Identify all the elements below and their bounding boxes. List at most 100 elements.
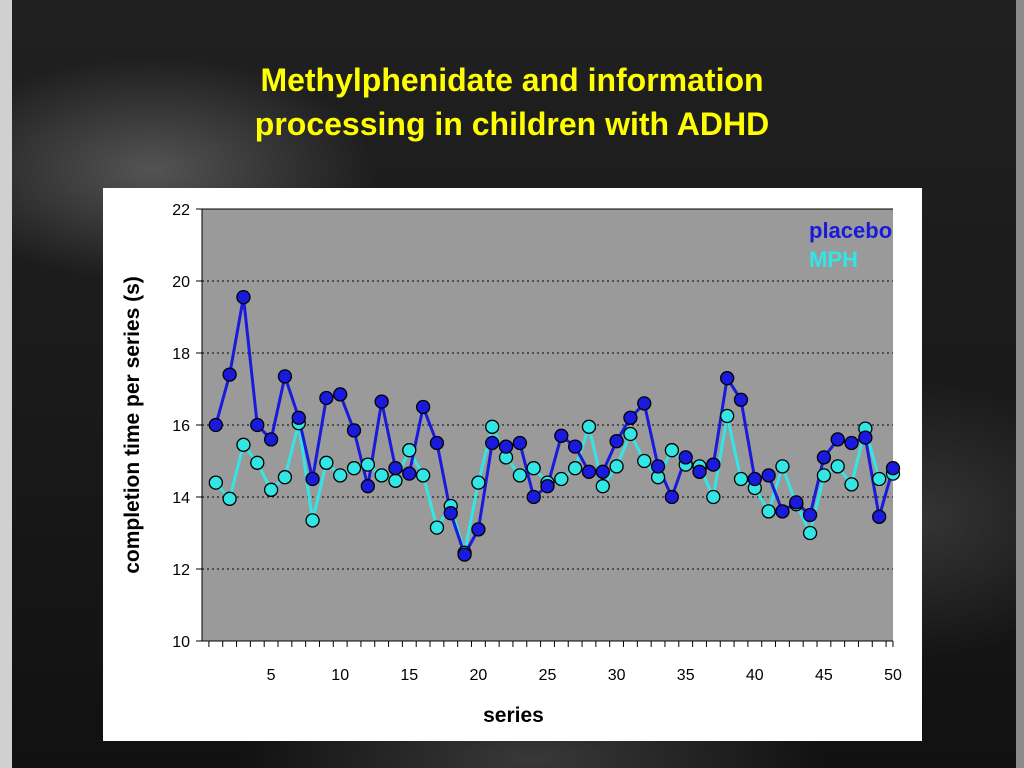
- point-mph-28: [581, 419, 597, 434]
- point-mph-45: [816, 468, 832, 483]
- chart-panel: 10 12 14 16 18 20 22 5 10 15 20 25 30 35 40 45 50 comple…: [103, 188, 922, 741]
- x-tick-label-30: 30: [608, 667, 626, 684]
- point-mph-4: [250, 455, 265, 470]
- point-placebo-50: [885, 461, 901, 476]
- background-right-edge: [1016, 0, 1024, 768]
- point-placebo-22: [498, 439, 514, 454]
- series-layer: [208, 290, 901, 562]
- point-mph-49: [872, 471, 887, 487]
- y-tick-label-12: 12: [172, 562, 190, 579]
- markers-placebo: [208, 290, 901, 562]
- point-mph-12: [360, 457, 375, 472]
- point-placebo-8: [305, 471, 320, 487]
- point-mph-47: [844, 477, 859, 492]
- x-tick-label-20: 20: [470, 667, 488, 684]
- point-mph-14: [388, 473, 403, 488]
- point-placebo-20: [471, 522, 486, 537]
- point-placebo-38: [720, 371, 735, 386]
- point-mph-34: [664, 443, 680, 458]
- y-tick-label-14: 14: [172, 490, 190, 507]
- point-placebo-21: [485, 435, 500, 451]
- point-placebo-6: [277, 369, 293, 384]
- point-mph-26: [554, 471, 569, 487]
- point-mph-23: [512, 468, 528, 483]
- slide-title: Methylphenidate and information processi…: [0, 58, 1024, 146]
- x-tick-label-35: 35: [677, 667, 695, 684]
- point-placebo-41: [761, 468, 776, 483]
- point-mph-6: [277, 470, 293, 485]
- point-placebo-39: [733, 392, 749, 407]
- point-mph-31: [623, 426, 638, 442]
- x-axis-title: series: [483, 704, 544, 727]
- slide-title-line2: processing in children with ADHD: [254, 106, 770, 142]
- point-placebo-5: [263, 432, 279, 447]
- point-placebo-45: [816, 450, 832, 465]
- point-placebo-49: [872, 509, 887, 524]
- point-mph-38: [720, 408, 735, 424]
- point-mph-32: [637, 453, 652, 469]
- point-placebo-26: [554, 428, 569, 443]
- x-tick-label-15: 15: [400, 667, 418, 684]
- point-placebo-18: [443, 506, 458, 521]
- point-placebo-42: [775, 504, 790, 519]
- point-placebo-36: [692, 464, 707, 479]
- point-placebo-37: [706, 457, 721, 472]
- point-mph-1: [208, 475, 223, 490]
- point-mph-30: [609, 459, 624, 474]
- point-placebo-2: [222, 367, 237, 382]
- point-placebo-43: [789, 495, 804, 510]
- point-placebo-7: [291, 410, 306, 425]
- line-chart: 10 12 14 16 18 20 22 5 10 15 20 25 30 35 40 45 50 comple…: [121, 202, 902, 727]
- point-mph-20: [471, 475, 486, 490]
- point-mph-11: [346, 461, 362, 476]
- point-placebo-17: [429, 435, 445, 451]
- point-mph-37: [706, 489, 721, 505]
- point-placebo-46: [830, 432, 845, 447]
- x-tick-label-50: 50: [884, 667, 902, 684]
- point-mph-39: [733, 471, 749, 487]
- point-mph-27: [567, 461, 583, 476]
- point-mph-46: [830, 459, 845, 474]
- point-mph-13: [374, 468, 389, 483]
- point-placebo-16: [415, 399, 431, 415]
- point-placebo-9: [319, 390, 334, 406]
- point-placebo-14: [388, 461, 403, 476]
- point-placebo-44: [802, 507, 818, 523]
- x-tick-label-45: 45: [815, 667, 833, 684]
- point-placebo-25: [540, 479, 555, 494]
- point-placebo-48: [858, 430, 873, 445]
- slide-title-line1: Methylphenidate and information: [260, 62, 764, 98]
- point-placebo-23: [512, 435, 528, 451]
- x-tick-label-40: 40: [746, 667, 764, 684]
- point-placebo-24: [526, 489, 541, 505]
- x-tick-label-10: 10: [331, 667, 349, 684]
- point-placebo-12: [360, 479, 375, 494]
- point-mph-8: [305, 513, 320, 528]
- point-placebo-34: [664, 489, 680, 505]
- point-placebo-40: [747, 471, 762, 487]
- point-mph-21: [485, 419, 500, 434]
- point-placebo-4: [250, 417, 265, 433]
- point-mph-10: [333, 468, 348, 483]
- point-mph-17: [429, 520, 445, 535]
- legend-entry-placebo: placebo: [809, 218, 892, 243]
- point-mph-5: [263, 482, 279, 497]
- point-mph-24: [526, 461, 541, 476]
- point-mph-44: [802, 525, 818, 541]
- y-tick-label-16: 16: [172, 418, 190, 435]
- point-mph-29: [595, 479, 610, 494]
- y-tick-label-18: 18: [172, 346, 190, 363]
- y-tick-label-10: 10: [172, 634, 190, 651]
- point-mph-3: [236, 437, 251, 452]
- point-placebo-30: [609, 434, 624, 449]
- point-placebo-13: [374, 394, 389, 409]
- point-placebo-32: [637, 396, 652, 411]
- legend-entry-mph: MPH: [809, 247, 858, 272]
- x-tick-label-5: 5: [267, 667, 276, 684]
- background-left-edge: [0, 0, 12, 768]
- point-mph-42: [775, 459, 790, 474]
- point-placebo-27: [567, 439, 583, 454]
- y-tick-label-22: 22: [172, 202, 190, 219]
- point-placebo-15: [402, 466, 417, 481]
- x-tick-label-25: 25: [539, 667, 557, 684]
